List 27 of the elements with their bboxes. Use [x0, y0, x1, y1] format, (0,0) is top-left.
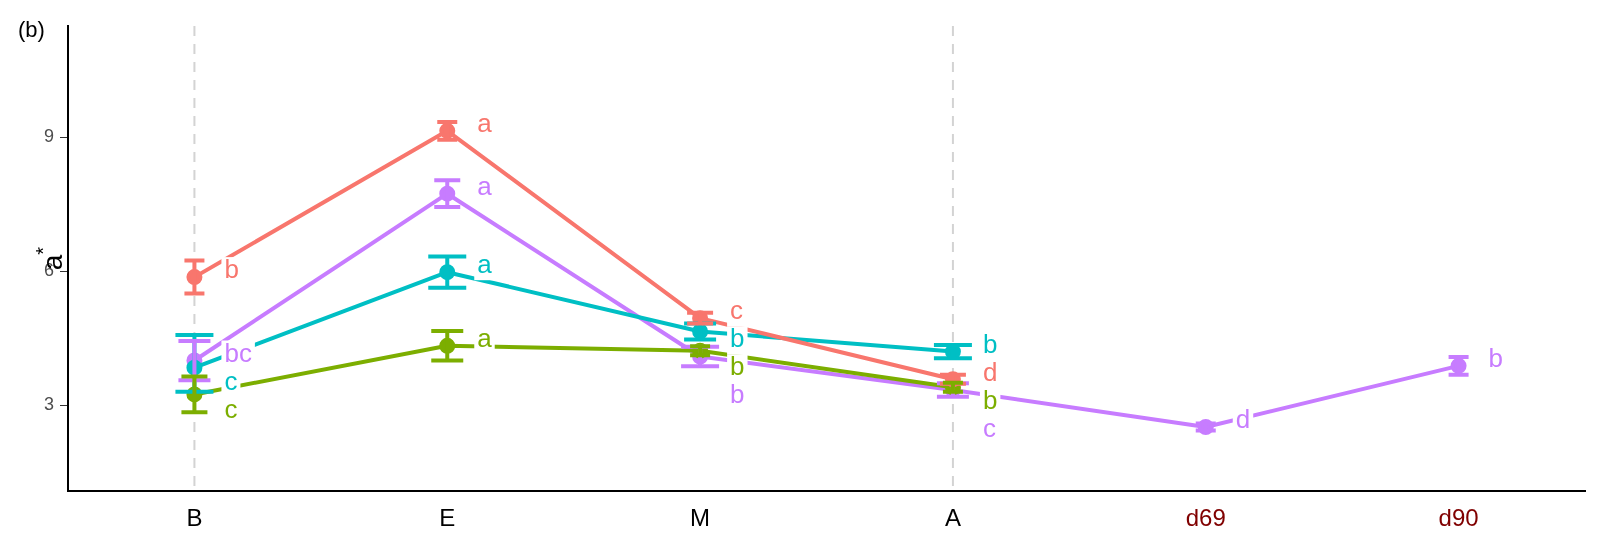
data-label: d	[982, 356, 998, 387]
data-label: b	[1488, 343, 1504, 374]
x-tick-label: M	[690, 504, 711, 532]
data-label: a	[477, 107, 493, 138]
data-label: bc	[224, 337, 252, 368]
x-tick-label: A	[944, 504, 961, 532]
data-label: b	[730, 351, 745, 382]
x-tick-label: d69	[1185, 504, 1226, 532]
data-label: b	[982, 384, 998, 415]
data-label: a	[477, 249, 493, 280]
y-tick-label: 3	[44, 394, 55, 415]
x-tick-label: d90	[1438, 504, 1479, 532]
data-label: a	[477, 170, 493, 201]
y-tick-label: 9	[44, 126, 55, 147]
data-label: b	[224, 254, 239, 285]
data-label: c	[224, 393, 238, 424]
data-label: b	[730, 323, 745, 354]
data-label: c	[224, 365, 238, 396]
data-label: b	[730, 379, 745, 410]
chart-title: (b)	[18, 17, 45, 43]
x-tick-label: E	[439, 504, 456, 532]
data-label: b	[982, 328, 998, 359]
data-label: c	[730, 295, 744, 326]
x-tick-label: B	[186, 504, 203, 532]
data-label: a	[477, 322, 493, 353]
data-label: d	[1235, 404, 1251, 435]
data-label: c	[982, 412, 996, 443]
